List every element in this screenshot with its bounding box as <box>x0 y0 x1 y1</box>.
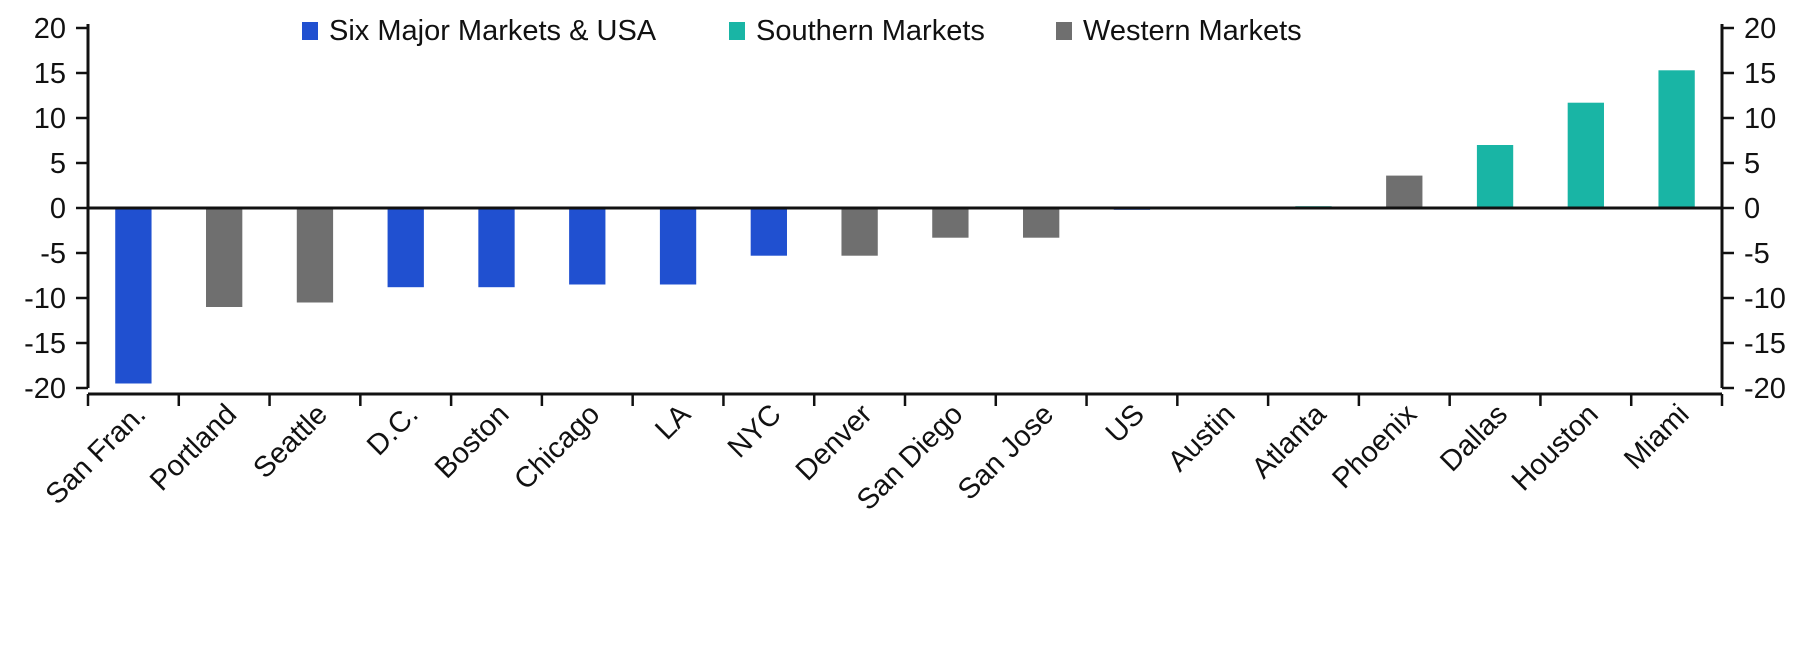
right-y-axis: 20 15 10 5 0 -5 -10 -15 -20 <box>1720 13 1786 405</box>
bar-denver <box>841 208 878 256</box>
left-tick-label: -5 <box>40 238 66 270</box>
bar-seattle <box>296 208 334 303</box>
left-tick-label: -15 <box>24 328 66 360</box>
bar-dallas <box>1476 145 1514 208</box>
category-label-la: LA <box>649 398 697 446</box>
right-tick-label: 10 <box>1744 103 1776 135</box>
category-label-seattle: Seattle <box>247 398 333 484</box>
bar-portland <box>206 208 243 307</box>
bar-phoenix <box>1386 175 1423 208</box>
category-label-boston: Boston <box>429 398 515 484</box>
bar-la <box>659 208 697 285</box>
category-label-miami: Miami <box>1618 398 1695 475</box>
right-tick-label: -15 <box>1744 328 1786 360</box>
category-label-phoenix: Phoenix <box>1326 398 1423 495</box>
category-label-chicago: Chicago <box>508 398 606 496</box>
legend-label-western-markets: Western Markets <box>1083 15 1302 47</box>
bar-miami <box>1658 70 1695 208</box>
right-tick-label: 20 <box>1744 13 1776 45</box>
category-label-houston: Houston <box>1506 398 1605 497</box>
category-label-denver: Denver <box>790 398 879 487</box>
left-tick-label: -10 <box>24 283 66 315</box>
bar-nyc <box>750 208 787 256</box>
bar-boston <box>478 208 515 288</box>
category-label-austin: Austin <box>1162 398 1242 478</box>
bars <box>115 70 1695 384</box>
bar-san-jose <box>1023 208 1060 238</box>
category-label-nyc: NYC <box>722 398 788 464</box>
category-label-portland: Portland <box>144 398 243 497</box>
right-tick-label: 15 <box>1744 58 1776 90</box>
left-tick-label: 10 <box>34 103 66 135</box>
category-label-san-jose: San Jose <box>952 398 1060 506</box>
legend-swatch-six-major-markets-usa <box>302 22 318 40</box>
category-label-dallas: Dallas <box>1434 398 1514 478</box>
category-label-us: US <box>1100 398 1151 449</box>
category-label-atlanta: Atlanta <box>1246 398 1333 485</box>
legend-label-southern-markets: Southern Markets <box>756 15 985 47</box>
x-axis: San Fran.Portland Seattle D.C. BostonChicag… <box>40 206 1724 517</box>
bar-san-diego <box>932 208 969 238</box>
left-tick-label: 20 <box>34 13 66 45</box>
bar-houston <box>1567 102 1604 208</box>
left-tick-label: -20 <box>24 373 66 405</box>
right-tick-label: 0 <box>1744 193 1760 225</box>
left-tick-label: 0 <box>50 193 66 225</box>
category-label-san-fran: San Fran. <box>40 398 153 511</box>
right-tick-label: 5 <box>1744 148 1760 180</box>
left-tick-label: 5 <box>50 148 66 180</box>
left-tick-label: 15 <box>34 58 66 90</box>
left-y-axis: 20 15 10 5 0 -5 -10 -15 -20 <box>24 13 90 405</box>
category-label-d-c: D.C. <box>361 398 425 462</box>
bar-san-fran <box>115 208 152 384</box>
legend-swatch-western-markets <box>1056 22 1072 40</box>
right-tick-label: -5 <box>1744 238 1770 270</box>
right-tick-label: -20 <box>1744 373 1786 405</box>
right-tick-label: -10 <box>1744 283 1786 315</box>
bar-chicago <box>569 208 606 285</box>
bar-d-c <box>387 208 424 288</box>
legend-swatch-southern-markets <box>729 22 745 40</box>
legend: Six Major Markets & USA Southern Markets W… <box>302 15 1302 47</box>
legend-label-six-major-markets-usa: Six Major Markets & USA <box>329 15 657 47</box>
